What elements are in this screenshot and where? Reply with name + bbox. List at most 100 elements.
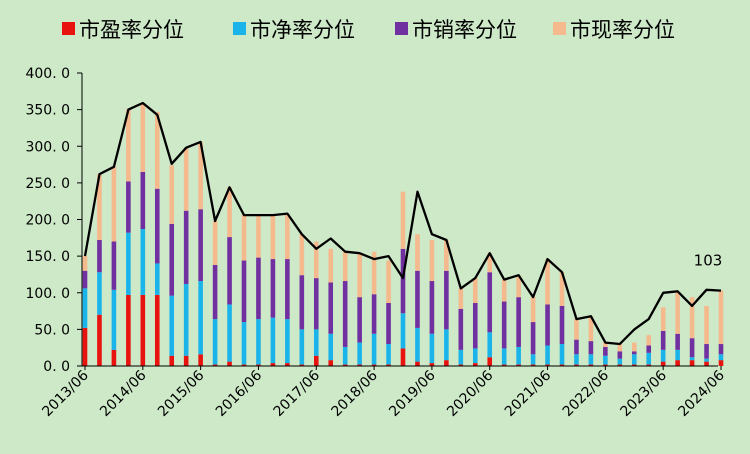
bar-segment xyxy=(154,294,160,366)
bar-segment xyxy=(530,297,536,323)
bar-segment xyxy=(603,364,608,366)
bar-segment xyxy=(169,165,175,224)
bar-segment xyxy=(429,363,435,366)
bar-segment xyxy=(415,270,420,328)
bar-segment xyxy=(169,223,175,296)
bar-segment xyxy=(400,313,406,349)
bar-segment xyxy=(140,171,146,230)
bar-segment xyxy=(501,279,507,302)
bar-segment xyxy=(299,364,305,366)
bar-segment xyxy=(675,349,680,361)
y-tick-label: 150. 0 xyxy=(25,249,70,265)
bar-segment xyxy=(472,303,478,349)
bar-segment xyxy=(82,256,88,271)
bar-segment xyxy=(574,319,579,340)
bar-segment xyxy=(501,348,507,365)
bar-segment xyxy=(444,329,449,361)
bar-segment xyxy=(718,354,724,361)
bar-segment xyxy=(371,364,377,366)
bar-segment xyxy=(559,305,565,345)
x-tick-label: 2023/06 xyxy=(618,367,671,420)
bar-segment xyxy=(126,181,131,233)
bar-segment xyxy=(183,355,189,366)
legend-swatch xyxy=(553,22,566,35)
bar-segment xyxy=(574,364,579,366)
bar-segment xyxy=(444,360,449,366)
bar-segment xyxy=(472,278,478,304)
bar-segment xyxy=(154,263,160,295)
bar-segment xyxy=(530,354,536,365)
bar-segment xyxy=(227,304,232,362)
bar-segment xyxy=(328,360,334,366)
bar-segment xyxy=(371,333,377,365)
bar-segment xyxy=(646,345,652,353)
bar-segment xyxy=(357,297,362,343)
bar-segment xyxy=(241,260,247,323)
bar-segment xyxy=(617,344,623,352)
bar-segment xyxy=(126,294,131,366)
bar-segment xyxy=(256,364,261,366)
bar-segment xyxy=(212,220,218,265)
bar-segment xyxy=(241,215,247,261)
bar-segment xyxy=(444,240,449,271)
bar-segment xyxy=(545,364,550,366)
bar-segment xyxy=(617,351,623,359)
bar-segment xyxy=(313,329,319,356)
bar-segment xyxy=(545,259,550,305)
bar-segment xyxy=(198,141,203,210)
bar-segment xyxy=(227,237,232,305)
bar-segment xyxy=(704,358,709,362)
bar-segment xyxy=(126,108,131,182)
bar-segment xyxy=(545,304,550,346)
legend-swatch xyxy=(233,22,246,35)
x-tick-label: 2016/06 xyxy=(213,367,266,420)
bar-segment xyxy=(227,187,232,238)
bar-segment xyxy=(501,364,507,366)
bar-segment xyxy=(299,275,305,330)
legend-swatch xyxy=(395,22,408,35)
bar-segment xyxy=(270,215,276,260)
bar-segment xyxy=(660,307,666,331)
bar-segment xyxy=(285,259,290,320)
bar-segment xyxy=(241,322,247,365)
bar-segment xyxy=(82,327,88,366)
bar-segment xyxy=(140,229,146,295)
bar-segment xyxy=(559,272,565,306)
bar-segment xyxy=(342,364,348,366)
bar-segment xyxy=(342,281,348,347)
bar-segment xyxy=(530,364,536,366)
bar-segment xyxy=(559,344,565,365)
bar-segment xyxy=(472,363,478,366)
y-tick-label: 100. 0 xyxy=(25,286,70,302)
bar-segment xyxy=(198,354,203,366)
bar-segment xyxy=(299,234,305,276)
bar-segment xyxy=(501,301,507,349)
x-tick-label: 2024/06 xyxy=(675,367,728,420)
bar-segment xyxy=(588,316,594,342)
bar-segment xyxy=(400,248,406,314)
bar-segment xyxy=(285,213,290,260)
bar-segment xyxy=(154,111,160,189)
bar-segment xyxy=(140,103,146,172)
bar-segment xyxy=(256,215,261,258)
bar-segment xyxy=(328,333,334,361)
bar-segment xyxy=(429,281,435,334)
bar-segment xyxy=(458,349,464,365)
bar-segment xyxy=(212,364,218,366)
bar-segment xyxy=(487,253,493,273)
bar-segment xyxy=(559,364,565,366)
bar-segment xyxy=(140,294,146,366)
bar-segment xyxy=(256,319,261,365)
bar-segment xyxy=(458,364,464,366)
bar-segment xyxy=(111,241,117,290)
bar-segment xyxy=(516,364,521,366)
bar-segment xyxy=(400,191,406,249)
x-tick-label: 2018/06 xyxy=(328,367,381,420)
bar-segment xyxy=(313,355,319,366)
bar-segment xyxy=(386,260,391,304)
bar-segment xyxy=(97,174,102,241)
bar-segment xyxy=(415,361,420,366)
bar-segment xyxy=(328,282,334,334)
bar-segment xyxy=(472,348,478,364)
